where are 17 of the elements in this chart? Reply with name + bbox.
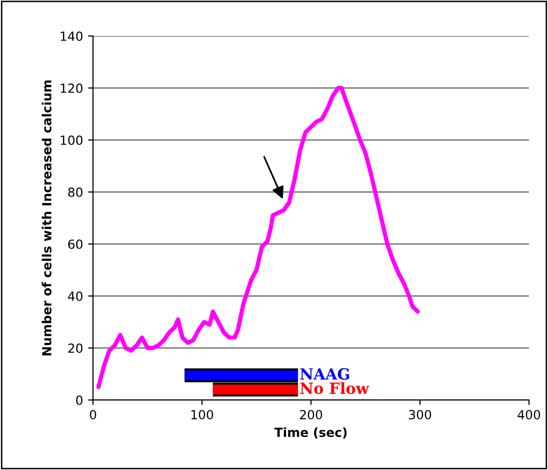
y-tick-label: 80: [68, 187, 82, 197]
series-label: NAAG: [300, 368, 350, 380]
y-tick-label: 0: [76, 395, 82, 405]
x-tick-label: 300: [409, 410, 432, 420]
y-tick-label: 40: [68, 291, 82, 301]
x-axis-title: Time (sec): [274, 427, 347, 439]
x-tick-label: 400: [518, 410, 540, 420]
y-axis-title: Number of cells with Increased calcium: [42, 80, 52, 356]
y-tick-label: 60: [68, 239, 82, 249]
y-tick-label: 100: [60, 135, 82, 145]
x-tick-label: 0: [90, 410, 96, 420]
x-tick-label: 200: [300, 410, 322, 420]
y-tick-label: 20: [68, 343, 82, 353]
x-tick-label: 100: [191, 410, 214, 420]
y-tick-label: 140: [60, 31, 82, 41]
y-tick-label: 120: [60, 83, 82, 93]
series-label: No Flow: [300, 382, 370, 394]
